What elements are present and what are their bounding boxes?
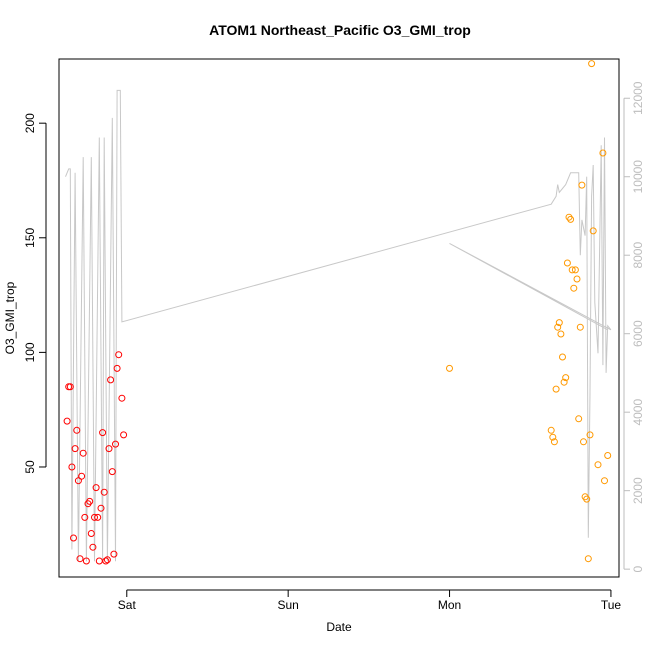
data-point (571, 266, 579, 274)
data-point (71, 445, 79, 453)
data-point (583, 495, 591, 503)
data-point (63, 417, 71, 425)
data-point (565, 213, 573, 221)
data-point (560, 378, 568, 386)
altitude-line (65, 89, 612, 562)
data-point (570, 284, 578, 292)
data-point (94, 513, 102, 521)
data-point (594, 461, 602, 469)
data-point (601, 477, 608, 485)
data-point (108, 468, 116, 476)
x-axis-label: Date (326, 620, 352, 634)
data-point (70, 534, 77, 542)
plot-frame (58, 58, 620, 578)
data-point (82, 557, 90, 565)
data-point (73, 426, 81, 434)
x-tick-label: Mon (438, 598, 461, 612)
data-point (113, 364, 121, 372)
data-point (559, 353, 566, 361)
data-point (550, 438, 558, 446)
data-point (588, 60, 596, 68)
axes-layer: Sat Sun Mon Tue5010015020002000400060008000… (23, 81, 645, 612)
data-point (78, 472, 86, 480)
data-point (555, 319, 563, 327)
data-point (118, 394, 126, 402)
data-point (578, 181, 586, 189)
data-point (557, 330, 565, 338)
data-point (115, 351, 123, 359)
data-point (552, 385, 560, 393)
data-point (446, 364, 453, 372)
data-point (112, 440, 119, 448)
data-point (103, 556, 111, 564)
data-point (107, 376, 115, 384)
data-point (102, 557, 110, 565)
y-tick-label: 150 (23, 227, 37, 247)
y-tick-label: 50 (23, 460, 37, 474)
data-point (79, 449, 87, 457)
y2-tick-label: 10000 (631, 160, 645, 194)
chart-title: ATOM1 Northeast_Pacific O3_GMI_trop (209, 22, 471, 38)
y2-tick-label: 4000 (631, 399, 645, 426)
points-layer (63, 60, 612, 565)
data-point (575, 415, 583, 423)
y-tick-label: 100 (23, 342, 37, 362)
y-axis-label: O3_GMI_trop (3, 281, 17, 354)
data-point (74, 477, 82, 485)
data-point (567, 215, 575, 223)
x-tick-label: Sat (118, 598, 137, 612)
y-tick-label: 200 (23, 113, 37, 133)
data-point (99, 429, 107, 437)
data-point (66, 383, 74, 391)
data-point (105, 445, 113, 453)
data-point (586, 431, 594, 439)
data-point (87, 530, 95, 537)
y2-tick-label: 0 (631, 566, 645, 573)
data-point (599, 149, 607, 157)
data-point (81, 513, 89, 521)
data-point (97, 504, 105, 512)
data-point (547, 426, 555, 434)
data-point (584, 555, 592, 563)
data-point (563, 259, 571, 267)
data-point (573, 275, 581, 283)
data-point (576, 323, 584, 331)
x-tick-label: Tue (601, 598, 622, 612)
data-point (589, 227, 597, 235)
data-point (580, 438, 587, 446)
data-point (89, 543, 97, 551)
data-point (100, 488, 108, 496)
data-point (604, 452, 612, 459)
y2-tick-label: 8000 (631, 242, 645, 269)
x-tick-label: Sun (277, 598, 298, 612)
data-point (68, 463, 76, 471)
y2-tick-label: 2000 (631, 477, 645, 504)
data-point (95, 557, 103, 565)
altitude-layer (65, 89, 612, 562)
y2-tick-label: 12000 (631, 81, 645, 115)
data-point (549, 433, 557, 441)
data-point (91, 513, 98, 521)
data-point (76, 555, 84, 563)
data-point (554, 323, 562, 331)
data-point (562, 374, 570, 382)
data-point (86, 497, 94, 505)
data-point (92, 484, 100, 492)
y2-tick-label: 6000 (631, 320, 645, 347)
data-point (120, 431, 128, 439)
data-point (568, 266, 576, 274)
data-point (110, 550, 118, 558)
